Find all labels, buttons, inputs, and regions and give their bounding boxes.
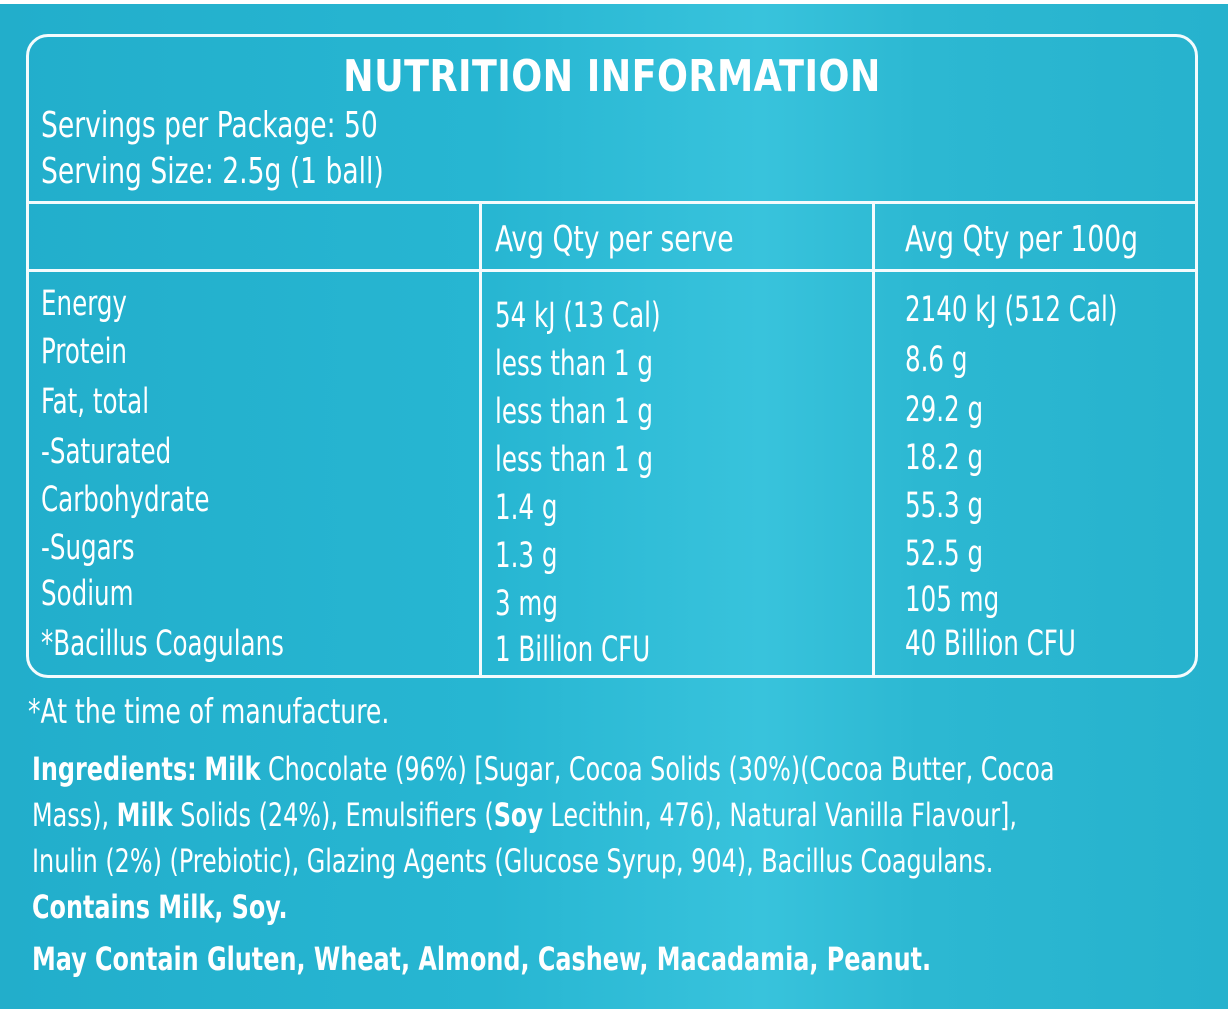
per-100g-value: 2140 kJ (512 Cal) [905, 290, 1118, 330]
nutrition-panel: NUTRITION INFORMATION Servings per Packa… [26, 34, 1198, 678]
per-serve-value: less than 1 g [495, 392, 653, 432]
column-header-per-100g: Avg Qty per 100g [905, 219, 1138, 260]
per-serve-value: 1.3 g [495, 536, 558, 576]
per-100g-value: 105 mg [905, 580, 1000, 620]
allergen-contains: Contains Milk, Soy. [32, 888, 288, 926]
serving-size: Serving Size: 2.5g (1 ball) [41, 151, 384, 192]
per-100g-value: 55.3 g [905, 486, 984, 526]
nutrient-name: Energy [41, 284, 127, 324]
allergen-may-contain: May Contain Gluten, Wheat, Almond, Cashe… [32, 940, 932, 978]
per-serve-value: 1 Billion CFU [495, 630, 651, 670]
ingredients-heading: Ingredients: [32, 750, 197, 788]
nutrient-name: -Sugars [41, 528, 135, 568]
per-serve-value: 1.4 g [495, 488, 558, 528]
per-serve-value: less than 1 g [495, 344, 653, 384]
column-header-per-serve: Avg Qty per serve [495, 219, 734, 260]
servings-per-package: Servings per Package: 50 [41, 105, 378, 146]
nutrient-name: *Bacillus Coagulans [41, 624, 284, 664]
per-serve-value: 3 mg [495, 584, 558, 624]
per-serve-value: 54 kJ (13 Cal) [495, 296, 661, 336]
divider [29, 201, 1195, 204]
panel-title: NUTRITION INFORMATION [343, 51, 881, 102]
column-divider [872, 201, 875, 675]
per-100g-value: 29.2 g [905, 390, 984, 430]
per-100g-value: 18.2 g [905, 438, 984, 478]
per-100g-value: 8.6 g [905, 340, 968, 380]
per-serve-value: less than 1 g [495, 440, 653, 480]
nutrient-name: Protein [41, 332, 127, 372]
nutrient-name: Carbohydrate [41, 480, 210, 520]
per-100g-value: 40 Billion CFU [905, 624, 1076, 664]
column-divider [479, 201, 482, 675]
nutrient-name: Sodium [41, 574, 134, 614]
per-100g-value: 52.5 g [905, 534, 984, 574]
nutrient-name: Fat, total [41, 382, 150, 422]
footnote: *At the time of manufacture. [28, 692, 390, 732]
divider [29, 269, 1195, 272]
ingredients-list: Ingredients: Milk Chocolate (96%) [Sugar… [32, 750, 1055, 880]
nutrient-name: -Saturated [41, 432, 172, 472]
nutrition-label: NUTRITION INFORMATION Servings per Packa… [0, 4, 1228, 1009]
